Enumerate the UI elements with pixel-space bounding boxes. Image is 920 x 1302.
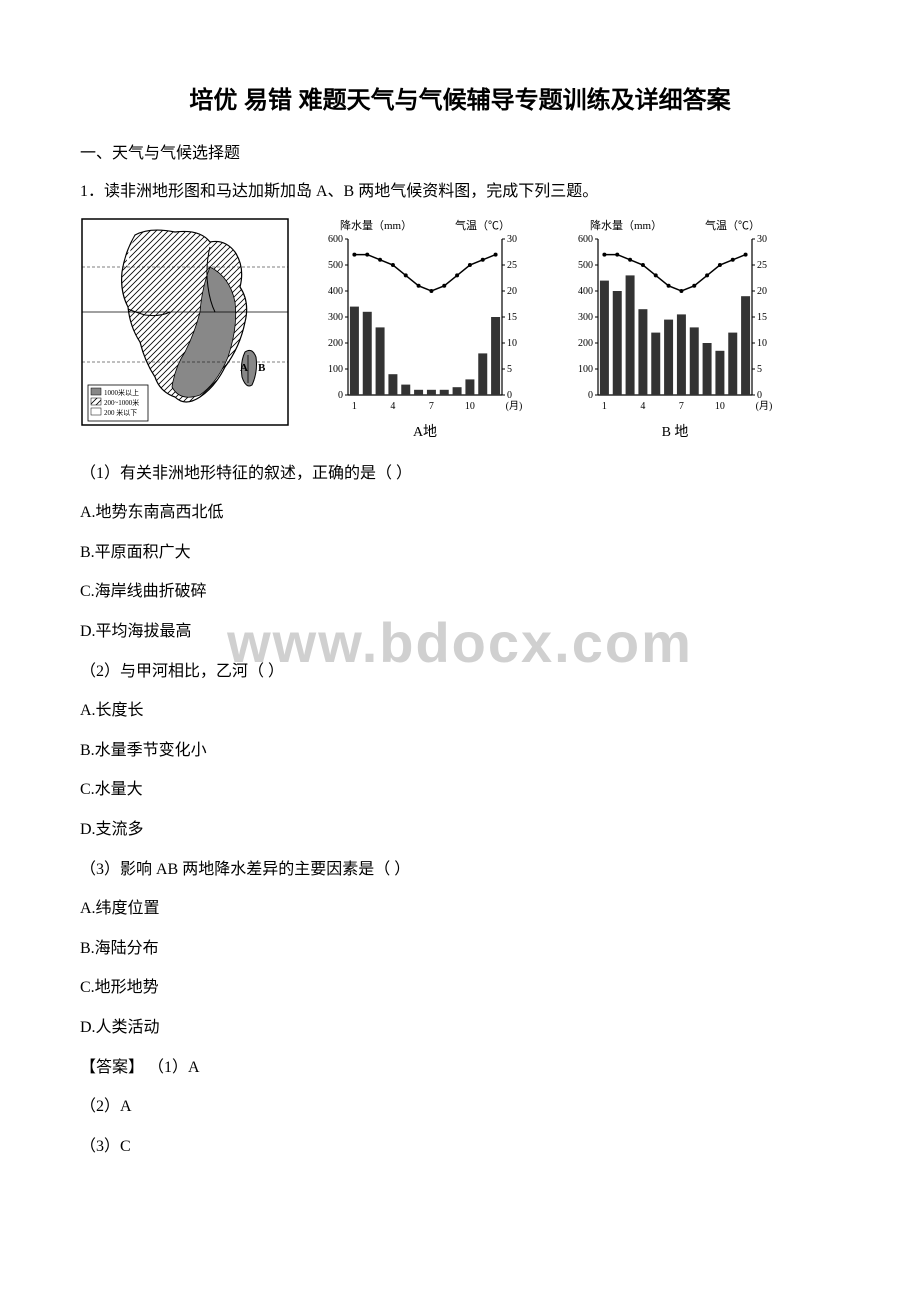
svg-text:气温（℃）: 气温（℃） — [705, 218, 760, 232]
chart-a-container: 降水量（mm） 气温（℃） 0 100 200 300 400 500 600 0 5 10 15 20 2… — [310, 217, 540, 441]
chart-b: 降水量（mm） 气温（℃） 0 100 200 300 400 500 600 0 5 10 15 20 2… — [560, 217, 790, 417]
legend-high: 1000米以上 — [104, 388, 139, 397]
chart-a: 降水量（mm） 气温（℃） 0 100 200 300 400 500 600 0 5 10 15 20 2… — [310, 217, 540, 417]
svg-text:0: 0 — [507, 390, 512, 401]
page-title: 培优 易错 难题天气与气候辅导专题训练及详细答案 — [80, 80, 840, 115]
svg-text:10: 10 — [757, 338, 767, 349]
svg-text:15: 15 — [507, 312, 517, 323]
answer-3: （3）C — [80, 1134, 840, 1160]
figure-row: A B 1000米以上 200~1000米 200 米以下 降水量（mm） 气温（… — [80, 217, 840, 441]
svg-text:15: 15 — [757, 312, 767, 323]
svg-text:0: 0 — [757, 390, 762, 401]
svg-text:10: 10 — [507, 338, 517, 349]
svg-text:200: 200 — [328, 338, 343, 349]
q3-option-b: B.海陆分布 — [80, 936, 840, 962]
svg-text:降水量（mm）: 降水量（mm） — [590, 218, 662, 232]
africa-map: A B 1000米以上 200~1000米 200 米以下 — [80, 217, 290, 427]
svg-text:25: 25 — [757, 260, 767, 271]
svg-text:降水量（mm）: 降水量（mm） — [340, 218, 412, 232]
map-label-a: A — [240, 362, 248, 374]
svg-text:20: 20 — [757, 286, 767, 297]
content: 培优 易错 难题天气与气候辅导专题训练及详细答案 一、天气与气候选择题 1．读非… — [80, 80, 840, 1159]
svg-text:600: 600 — [578, 234, 593, 245]
svg-text:200: 200 — [578, 338, 593, 349]
svg-text:0: 0 — [588, 390, 593, 401]
svg-text:5: 5 — [507, 364, 512, 375]
svg-text:25: 25 — [507, 260, 517, 271]
svg-text:1: 1 — [352, 401, 357, 412]
q2-option-d: D.支流多 — [80, 817, 840, 843]
svg-text:10: 10 — [715, 401, 725, 412]
q3-option-c: C.地形地势 — [80, 975, 840, 1001]
svg-text:100: 100 — [578, 364, 593, 375]
svg-text:30: 30 — [507, 234, 517, 245]
svg-text:10: 10 — [465, 401, 475, 412]
question-intro: 1．读非洲地形图和马达加斯加岛 A、B 两地气候资料图，完成下列三题。 — [80, 179, 840, 205]
legend-low: 200 米以下 — [104, 408, 137, 417]
sub-question-1: （1）有关非洲地形特征的叙述，正确的是（ ） — [80, 461, 840, 487]
svg-text:0: 0 — [338, 390, 343, 401]
svg-text:400: 400 — [328, 286, 343, 297]
svg-text:20: 20 — [507, 286, 517, 297]
answer-2: （2）A — [80, 1094, 840, 1120]
svg-text:气温（℃）: 气温（℃） — [455, 218, 510, 232]
section-header: 一、天气与气候选择题 — [80, 139, 840, 163]
q2-option-a: A.长度长 — [80, 698, 840, 724]
chart-b-container: 降水量（mm） 气温（℃） 0 100 200 300 400 500 600 0 5 10 15 20 2… — [560, 217, 790, 441]
map-label-b: B — [258, 362, 266, 374]
q1-option-c: C.海岸线曲折破碎 — [80, 579, 840, 605]
svg-text:300: 300 — [328, 312, 343, 323]
svg-text:300: 300 — [578, 312, 593, 323]
svg-text:7: 7 — [429, 401, 434, 412]
chart-b-label: B 地 — [662, 421, 689, 441]
svg-text:500: 500 — [578, 260, 593, 271]
chart-a-label: A地 — [413, 421, 437, 441]
sub-question-3: （3）影响 AB 两地降水差异的主要因素是（ ） — [80, 857, 840, 883]
svg-text:400: 400 — [578, 286, 593, 297]
q1-option-d: D.平均海拔最高 — [80, 619, 840, 645]
svg-text:600: 600 — [328, 234, 343, 245]
svg-text:100: 100 — [328, 364, 343, 375]
svg-text:30: 30 — [757, 234, 767, 245]
svg-text:(月): (月) — [756, 400, 773, 412]
svg-text:500: 500 — [328, 260, 343, 271]
q1-option-b: B.平原面积广大 — [80, 540, 840, 566]
q2-option-b: B.水量季节变化小 — [80, 738, 840, 764]
answer-1: 【答案】 （1）A — [80, 1055, 840, 1081]
svg-text:4: 4 — [640, 401, 645, 412]
svg-text:5: 5 — [757, 364, 762, 375]
q3-option-a: A.纬度位置 — [80, 896, 840, 922]
q3-option-d: D.人类活动 — [80, 1015, 840, 1041]
svg-text:7: 7 — [679, 401, 684, 412]
q1-option-a: A.地势东南高西北低 — [80, 500, 840, 526]
legend-mid: 200~1000米 — [104, 398, 139, 407]
svg-text:1: 1 — [602, 401, 607, 412]
svg-text:(月): (月) — [506, 400, 523, 412]
sub-question-2: （2）与甲河相比，乙河（ ） — [80, 659, 840, 685]
q2-option-c: C.水量大 — [80, 777, 840, 803]
svg-text:4: 4 — [390, 401, 395, 412]
